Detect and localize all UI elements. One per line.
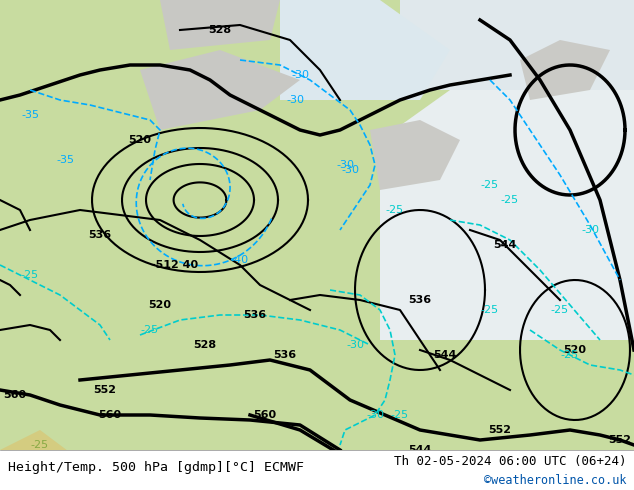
Text: -25: -25 xyxy=(341,475,359,485)
Text: 560: 560 xyxy=(98,410,122,420)
Text: -30: -30 xyxy=(581,225,599,235)
Text: 536: 536 xyxy=(408,295,432,305)
Text: -25: -25 xyxy=(481,180,499,190)
Text: -30: -30 xyxy=(366,410,384,420)
Text: -35: -35 xyxy=(56,155,74,165)
Text: -512 40: -512 40 xyxy=(152,260,198,270)
Text: -40: -40 xyxy=(231,255,249,265)
Text: 536: 536 xyxy=(243,310,266,320)
Text: -25: -25 xyxy=(391,410,409,420)
Text: 552: 552 xyxy=(93,385,117,395)
Text: 560: 560 xyxy=(559,475,581,485)
Text: 544: 544 xyxy=(433,350,456,360)
Text: ©weatheronline.co.uk: ©weatheronline.co.uk xyxy=(484,473,626,487)
Polygon shape xyxy=(160,0,280,50)
Text: 552: 552 xyxy=(489,425,512,435)
Text: Th 02-05-2024 06:00 UTC (06+24): Th 02-05-2024 06:00 UTC (06+24) xyxy=(394,456,626,468)
Text: 520: 520 xyxy=(564,345,586,355)
Text: -30: -30 xyxy=(346,340,364,350)
Text: -25: -25 xyxy=(551,305,569,315)
Text: 544: 544 xyxy=(408,445,432,455)
Text: Height/Temp. 500 hPa [gdmp][°C] ECMWF: Height/Temp. 500 hPa [gdmp][°C] ECMWF xyxy=(8,462,304,474)
Text: -25: -25 xyxy=(21,270,39,280)
Text: 560: 560 xyxy=(254,410,276,420)
Text: -30: -30 xyxy=(336,160,354,170)
Text: 536: 536 xyxy=(273,350,297,360)
Text: -25: -25 xyxy=(141,325,159,335)
Text: 520: 520 xyxy=(148,300,172,310)
Text: 528: 528 xyxy=(193,340,217,350)
Polygon shape xyxy=(370,120,460,190)
Text: -20: -20 xyxy=(551,465,569,475)
Polygon shape xyxy=(580,460,634,490)
Text: 544: 544 xyxy=(493,240,517,250)
Text: 552: 552 xyxy=(609,435,631,445)
Text: -25: -25 xyxy=(561,350,579,360)
Text: -35: -35 xyxy=(21,110,39,120)
Polygon shape xyxy=(0,450,634,490)
Text: -25: -25 xyxy=(31,440,49,450)
Polygon shape xyxy=(380,50,634,340)
Text: -30: -30 xyxy=(341,165,359,175)
Text: 536: 536 xyxy=(88,230,112,240)
Text: 568: 568 xyxy=(68,460,92,470)
Text: -30: -30 xyxy=(286,95,304,105)
Text: -25: -25 xyxy=(386,205,404,215)
Polygon shape xyxy=(400,0,634,90)
Text: -30: -30 xyxy=(291,70,309,80)
Text: 520: 520 xyxy=(129,135,152,145)
Text: 560: 560 xyxy=(3,390,27,400)
Text: 528: 528 xyxy=(209,25,231,35)
Text: 568: 568 xyxy=(259,462,281,472)
Polygon shape xyxy=(140,50,300,130)
Polygon shape xyxy=(0,430,80,490)
Polygon shape xyxy=(520,40,610,100)
Text: -25: -25 xyxy=(481,305,499,315)
Polygon shape xyxy=(280,0,450,100)
Text: -25: -25 xyxy=(501,195,519,205)
